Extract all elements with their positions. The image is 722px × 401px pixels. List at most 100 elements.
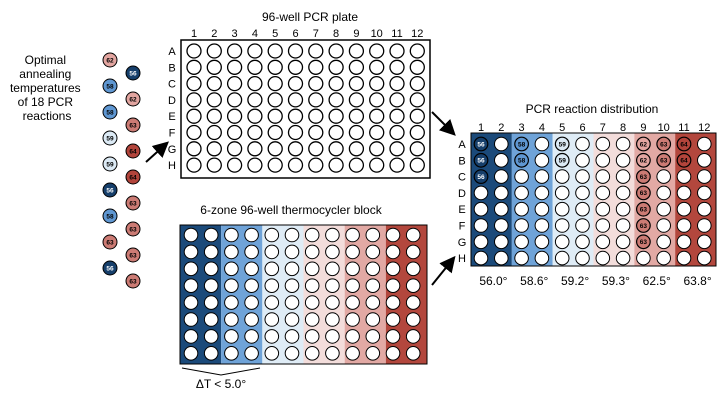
block-well <box>405 261 421 277</box>
plate-well <box>348 92 365 108</box>
plate-well <box>267 43 283 59</box>
block-well <box>183 244 199 260</box>
plate-row-label: C <box>168 79 176 91</box>
placed-reaction-temp: 59 <box>559 141 567 148</box>
distribution-well <box>697 201 712 217</box>
plate-well <box>267 75 283 92</box>
placed-reaction-dot <box>636 234 651 250</box>
block-well <box>304 346 320 361</box>
plate-well <box>369 59 385 75</box>
plate-well <box>389 92 405 108</box>
placed-reaction-well: 56 <box>473 136 489 152</box>
left-label: Optimal annealing temperatures of 18 PCR… <box>10 53 84 123</box>
plate-well <box>206 108 222 124</box>
distribution-well <box>595 250 611 266</box>
plate-well <box>206 124 222 141</box>
placed-reaction-well: 64 <box>676 136 692 152</box>
distribution-well <box>615 153 631 168</box>
distribution-well <box>534 218 550 233</box>
reaction-circle: 58 <box>102 208 118 224</box>
placed-reaction-temp: 63 <box>640 190 648 197</box>
plate-well <box>389 124 405 141</box>
placed-reaction-dot <box>473 169 489 185</box>
reaction-dot <box>125 117 141 133</box>
reaction-circle: 63 <box>125 117 141 133</box>
reaction-temp-label: 56 <box>106 187 114 194</box>
block-well <box>365 346 381 361</box>
plate-well <box>409 92 425 108</box>
distribution-well <box>514 185 529 201</box>
zone-temperature-label: 56.0° <box>479 274 507 288</box>
delta-label: ΔT < 5.0° <box>196 377 246 391</box>
placed-reaction-temp: 62 <box>640 141 648 148</box>
plate-row-label: E <box>168 111 175 123</box>
distribution-well <box>554 185 570 201</box>
reaction-temp-label: 63 <box>129 122 137 129</box>
placed-reaction-temp: 56 <box>477 174 485 181</box>
placed-reaction-well: 63 <box>636 169 651 185</box>
distribution-well <box>697 250 712 266</box>
distribution-well <box>473 185 489 201</box>
plate-well <box>328 157 344 173</box>
placed-reaction-dot <box>676 136 692 152</box>
placed-reaction-dot <box>656 152 672 168</box>
plate-well <box>348 43 365 59</box>
distribution-row-label: A <box>458 139 466 151</box>
distribution-well <box>595 153 611 168</box>
block-well <box>365 244 381 260</box>
block-well <box>345 278 360 294</box>
plate-well <box>247 124 263 141</box>
plate-outline <box>180 39 431 179</box>
placed-reaction-temp: 58 <box>518 141 526 148</box>
distribution-well <box>595 234 611 250</box>
distribution-well <box>494 136 509 152</box>
distribution-well <box>534 169 550 184</box>
distribution-well <box>676 234 692 250</box>
plate-row-label: B <box>168 62 175 74</box>
block-well <box>325 244 340 260</box>
distribution-column-label: 7 <box>600 122 606 134</box>
reaction-temp-label: 58 <box>106 109 114 116</box>
left-label-line: of 18 PCR <box>18 95 74 109</box>
plate-well <box>348 75 365 92</box>
zone-temperature-labels: 56.0° 58.6° 59.2° 59.3° 62.5° 63.8° <box>479 274 712 288</box>
plate-well <box>226 108 243 124</box>
reaction-dot <box>102 156 118 172</box>
reaction-circle: 63 <box>102 234 118 250</box>
distribution-well <box>697 153 712 168</box>
block-well <box>183 261 199 277</box>
plate-well <box>287 124 304 141</box>
block-well <box>405 244 421 260</box>
plate-well <box>186 92 202 108</box>
placed-reaction-dot <box>514 136 529 152</box>
distribution-row-label: F <box>459 221 466 233</box>
plate-well <box>186 59 202 75</box>
plate-well <box>206 157 222 173</box>
block-well <box>224 329 239 344</box>
plate-wells <box>186 43 425 173</box>
block-well <box>405 278 421 294</box>
plate-well <box>186 141 202 157</box>
reaction-circle: 58 <box>102 104 118 120</box>
plate-well <box>267 157 283 173</box>
reaction-temp-label: 63 <box>129 252 137 259</box>
distribution-well <box>473 234 489 250</box>
plate-well <box>226 157 243 173</box>
left-label-line: Optimal <box>25 53 66 67</box>
plate-well <box>247 43 263 59</box>
block-title: 6-zone 96-well thermocycler block <box>200 203 382 217</box>
placed-reaction-well: 63 <box>636 218 651 233</box>
placed-reaction-temp: 58 <box>518 158 526 165</box>
distribution-well <box>676 201 692 217</box>
placed-reaction-temp: 64 <box>680 141 688 148</box>
block-well <box>203 295 219 310</box>
plate-well <box>328 92 344 108</box>
reaction-circle: 56 <box>102 182 118 198</box>
distribution-well <box>494 185 509 201</box>
plate-well <box>409 157 425 173</box>
placed-reaction-temp: 63 <box>640 239 648 246</box>
distribution-well <box>554 218 570 233</box>
block-well <box>385 295 401 310</box>
block-well <box>284 329 300 344</box>
plate-well <box>226 59 243 75</box>
